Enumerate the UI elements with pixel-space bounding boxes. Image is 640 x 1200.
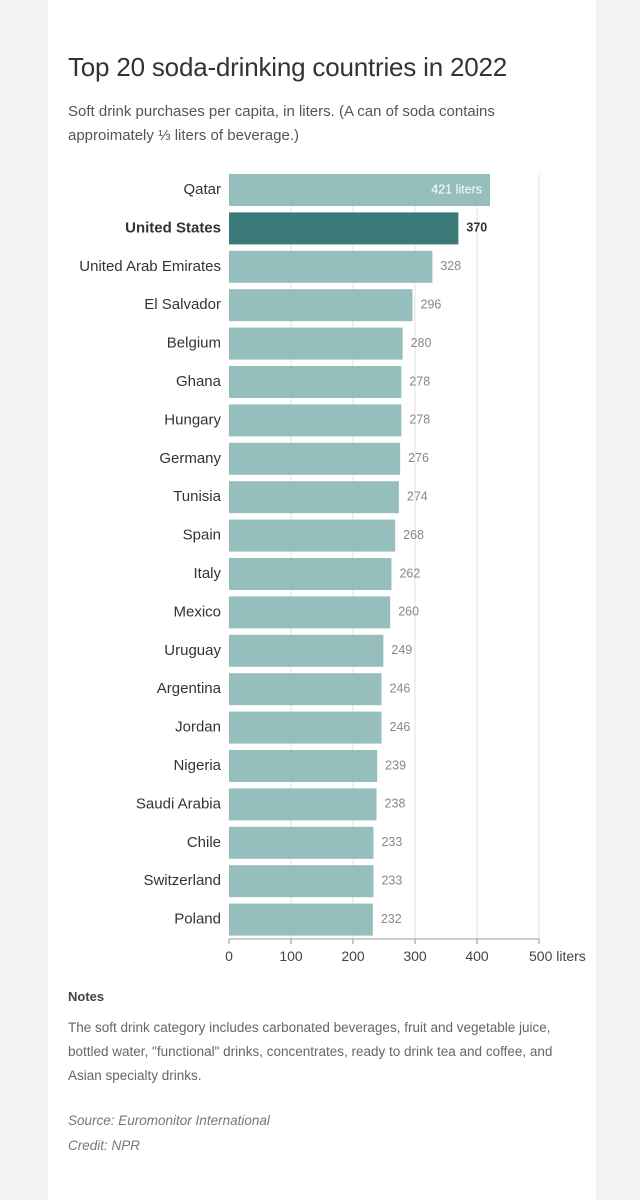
category-label: Germany — [159, 450, 221, 467]
category-label: United Arab Emirates — [79, 258, 221, 275]
category-label: Uruguay — [164, 642, 221, 659]
value-label: 274 — [407, 489, 428, 503]
category-label: Argentina — [157, 680, 222, 697]
category-label: Nigeria — [173, 757, 221, 774]
bar-chart: Qatar 421 liters United States 370 United Ar… — [79, 174, 586, 964]
category-label: Saudi Arabia — [136, 795, 222, 812]
category-label: Qatar — [183, 181, 221, 198]
bar — [229, 289, 413, 322]
chart-subtitle: Soft drink purchases per capita, in lite… — [68, 103, 495, 144]
bar — [229, 826, 374, 859]
value-label: 232 — [381, 912, 402, 926]
value-label: 246 — [390, 720, 411, 734]
category-label: Hungary — [164, 411, 221, 428]
bar — [229, 366, 402, 398]
category-label: Chile — [187, 834, 221, 851]
x-tick-label: 200 — [341, 948, 365, 964]
credit-line: Credit: NPR — [68, 1138, 141, 1153]
bar — [229, 596, 391, 629]
category-label: Tunisia — [173, 488, 221, 505]
category-label: Spain — [183, 527, 221, 544]
category-label: Jordan — [175, 719, 221, 736]
category-label: Belgium — [167, 335, 221, 352]
value-label: 233 — [381, 873, 402, 887]
value-label: 278 — [409, 413, 430, 427]
bar — [229, 250, 433, 283]
x-tick-label: 500 liters — [529, 948, 586, 964]
bar — [229, 481, 399, 514]
bar — [229, 634, 384, 667]
bar — [229, 558, 392, 590]
value-label: 238 — [385, 797, 406, 811]
category-label: Ghana — [176, 373, 222, 390]
value-label: 328 — [440, 259, 461, 273]
source-line: Source: Euromonitor International — [68, 1113, 270, 1128]
notes-heading: Notes — [68, 989, 105, 1004]
value-label: 370 — [466, 221, 487, 235]
value-label: 233 — [381, 835, 402, 849]
bar — [229, 788, 377, 821]
value-label: 246 — [390, 681, 411, 695]
category-label: United States — [125, 219, 221, 236]
chart-title: Top 20 soda-drinking countries in 2022 — [68, 52, 508, 82]
x-tick-label: 300 — [403, 948, 427, 964]
x-tick-label: 100 — [279, 948, 303, 964]
bar — [229, 673, 382, 706]
bar — [229, 519, 396, 552]
value-label: 262 — [399, 566, 420, 580]
value-label: 278 — [409, 374, 430, 388]
bar — [229, 442, 401, 475]
x-tick-label: 400 — [465, 948, 489, 964]
value-label: 280 — [411, 336, 432, 350]
category-label: Switzerland — [143, 872, 221, 889]
value-label: 249 — [391, 643, 412, 657]
bar — [229, 711, 382, 744]
bar — [229, 212, 459, 245]
value-label: 296 — [421, 297, 442, 311]
bar — [229, 903, 373, 936]
category-label: Poland — [174, 911, 221, 928]
bar — [229, 865, 374, 898]
bar — [229, 404, 402, 437]
category-label: Mexico — [173, 603, 221, 620]
bar — [229, 174, 491, 206]
chart-card: Top 20 soda-drinking countries in 2022 S… — [48, 0, 596, 1200]
bar — [229, 750, 378, 782]
value-label: 260 — [398, 605, 419, 619]
bar — [229, 327, 403, 360]
category-label: El Salvador — [144, 296, 221, 313]
x-tick-label: 0 — [225, 948, 233, 964]
value-label: 239 — [385, 758, 406, 772]
notes-text: The soft drink category includes carbona… — [68, 1020, 553, 1083]
value-label: 268 — [403, 528, 424, 542]
category-label: Italy — [193, 565, 221, 582]
value-label: 421 liters — [431, 182, 482, 196]
value-label: 276 — [408, 451, 429, 465]
